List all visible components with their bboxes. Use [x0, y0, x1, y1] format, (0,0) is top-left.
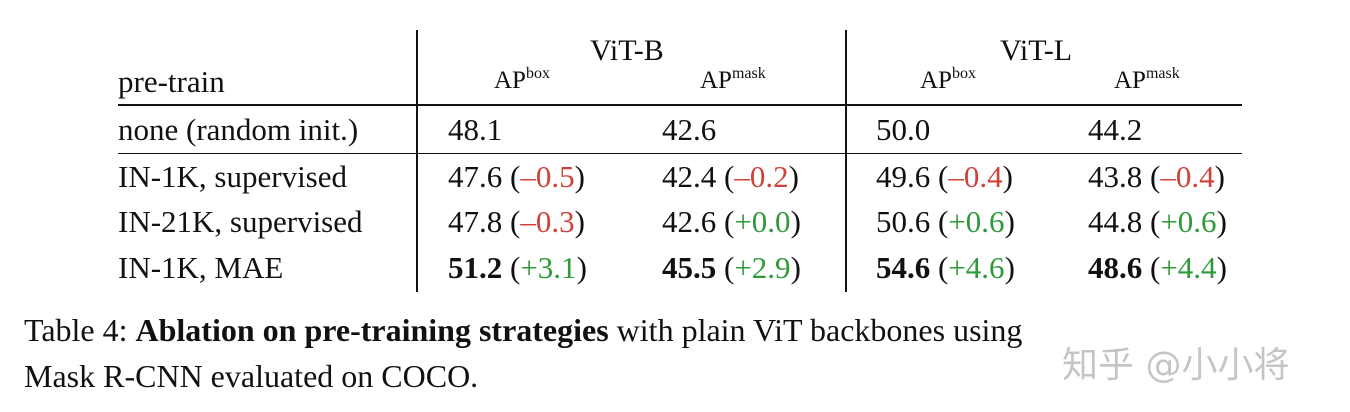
group-header-vit-b: ViT-B — [590, 34, 664, 67]
group-header-vit-l: ViT-L — [1000, 34, 1073, 67]
table-cell: 47.8 (–0.3) — [448, 204, 585, 239]
table-cell: 47.6 (–0.5) — [448, 159, 585, 194]
cell-value: 44.2 — [1088, 112, 1143, 147]
table-cell: 51.2 (+3.1) — [448, 250, 587, 285]
table-cell: 44.2 — [1088, 112, 1142, 148]
table-cell: 45.5 (+2.9) — [662, 250, 801, 285]
cell-value: 47.6 — [448, 159, 503, 194]
cell-delta: +3.1 — [520, 250, 577, 285]
vertical-rule-right — [845, 30, 847, 292]
vertical-rule-left — [416, 30, 418, 292]
cell-delta: –0.4 — [1160, 159, 1215, 194]
table-cell: 54.6 (+4.6) — [876, 250, 1015, 285]
cell-delta: +2.9 — [734, 250, 791, 285]
table-cell: 50.0 — [876, 112, 930, 148]
metric-header-vitl-box: APbox — [920, 65, 976, 94]
cell-value: 42.4 — [662, 159, 717, 194]
cell-value: 47.8 — [448, 204, 503, 239]
cell-delta: –0.5 — [520, 159, 575, 194]
cell-value: 54.6 — [876, 250, 931, 285]
caption-bold-title: Ablation on pre-training strategies — [135, 312, 609, 348]
cell-value: 50.6 — [876, 204, 931, 239]
cell-delta: +4.4 — [1160, 250, 1217, 285]
cell-delta: +0.6 — [1160, 204, 1217, 239]
table-cell: 42.4 (–0.2) — [662, 159, 799, 194]
cell-value: 48.1 — [448, 112, 503, 147]
cell-value: 49.6 — [876, 159, 931, 194]
cell-delta: +0.6 — [948, 204, 1005, 239]
table-cell: 48.6 (+4.4) — [1088, 250, 1227, 285]
cell-value: 51.2 — [448, 250, 503, 285]
cell-value: 48.6 — [1088, 250, 1143, 285]
row-label-header: pre-train — [118, 64, 225, 99]
metric-header-vitb-box: APbox — [494, 65, 550, 94]
row-label-in1k-supervised: IN-1K, supervised — [118, 159, 348, 194]
metric-header-vitl-mask: APmask — [1114, 65, 1180, 94]
cell-delta: –0.3 — [520, 204, 575, 239]
table-cell: 50.6 (+0.6) — [876, 204, 1015, 239]
metric-header-vitb-mask: APmask — [700, 65, 766, 94]
watermark: 知乎 @小小将 — [1062, 345, 1290, 386]
table-cell: 44.8 (+0.6) — [1088, 204, 1227, 239]
table-cell: 49.6 (–0.4) — [876, 159, 1013, 194]
cell-delta: –0.4 — [948, 159, 1003, 194]
cell-value: 42.6 — [662, 112, 717, 147]
row-label-in1k-mae: IN-1K, MAE — [118, 250, 284, 285]
cell-value: 45.5 — [662, 250, 717, 285]
header-rule — [118, 104, 1242, 106]
cell-value: 50.0 — [876, 112, 931, 147]
cell-delta: –0.2 — [734, 159, 789, 194]
table-cell: 48.1 — [448, 112, 502, 148]
table-caption-line-1: Table 4: Ablation on pre-training strate… — [24, 312, 1023, 348]
cell-value: 44.8 — [1088, 204, 1143, 239]
table-cell: 42.6 — [662, 112, 716, 148]
row-rule — [118, 153, 1242, 154]
row-label-random-init: none (random init.) — [118, 112, 359, 147]
table-cell: 42.6 (+0.0) — [662, 204, 801, 239]
cell-delta: +4.6 — [948, 250, 1005, 285]
cell-delta: +0.0 — [734, 204, 791, 239]
row-label-in21k-supervised: IN-21K, supervised — [118, 204, 363, 239]
cell-value: 43.8 — [1088, 159, 1143, 194]
table-caption-line-2: Mask R-CNN evaluated on COCO. — [24, 358, 479, 394]
table-cell: 43.8 (–0.4) — [1088, 159, 1225, 194]
cell-value: 42.6 — [662, 204, 717, 239]
